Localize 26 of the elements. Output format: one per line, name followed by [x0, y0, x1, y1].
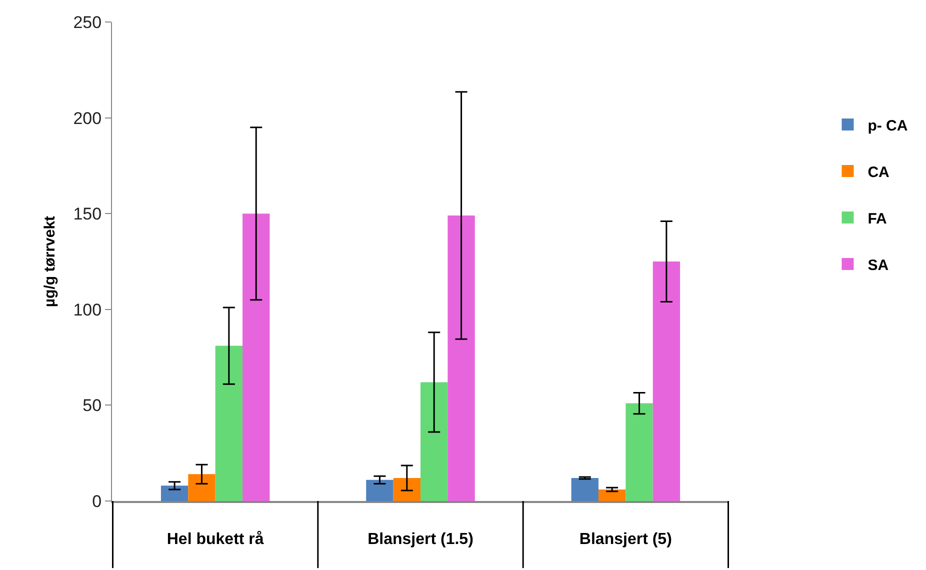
y-axis-title: µg/g tørrvekt [41, 216, 58, 308]
bar [242, 214, 270, 501]
legend-label: SA [868, 256, 889, 274]
bar [188, 474, 216, 501]
x-tick-label: Blansjert (5) [579, 530, 672, 548]
bar [393, 478, 420, 501]
bar [598, 490, 626, 501]
bar [160, 486, 188, 501]
y-tick-label: 50 [82, 396, 102, 416]
legend-label: FA [868, 210, 888, 228]
bar [626, 403, 653, 501]
bar [366, 480, 394, 501]
bar [571, 478, 598, 501]
bar [215, 346, 243, 501]
y-tick-label: 100 [73, 300, 102, 320]
y-tick-label: 200 [73, 108, 102, 128]
legend-label: CA [868, 164, 890, 181]
bar [448, 216, 475, 501]
x-tick-label: Hel bukett rå [166, 530, 264, 548]
legend-label: p- CA [868, 117, 908, 134]
bar [652, 262, 680, 501]
y-tick-label: 0 [92, 492, 102, 511]
x-tick-label: Blansjert (1.5) [368, 530, 474, 548]
bar [420, 382, 448, 501]
y-tick-label: 150 [73, 204, 102, 224]
y-tick-label: 250 [73, 12, 102, 32]
